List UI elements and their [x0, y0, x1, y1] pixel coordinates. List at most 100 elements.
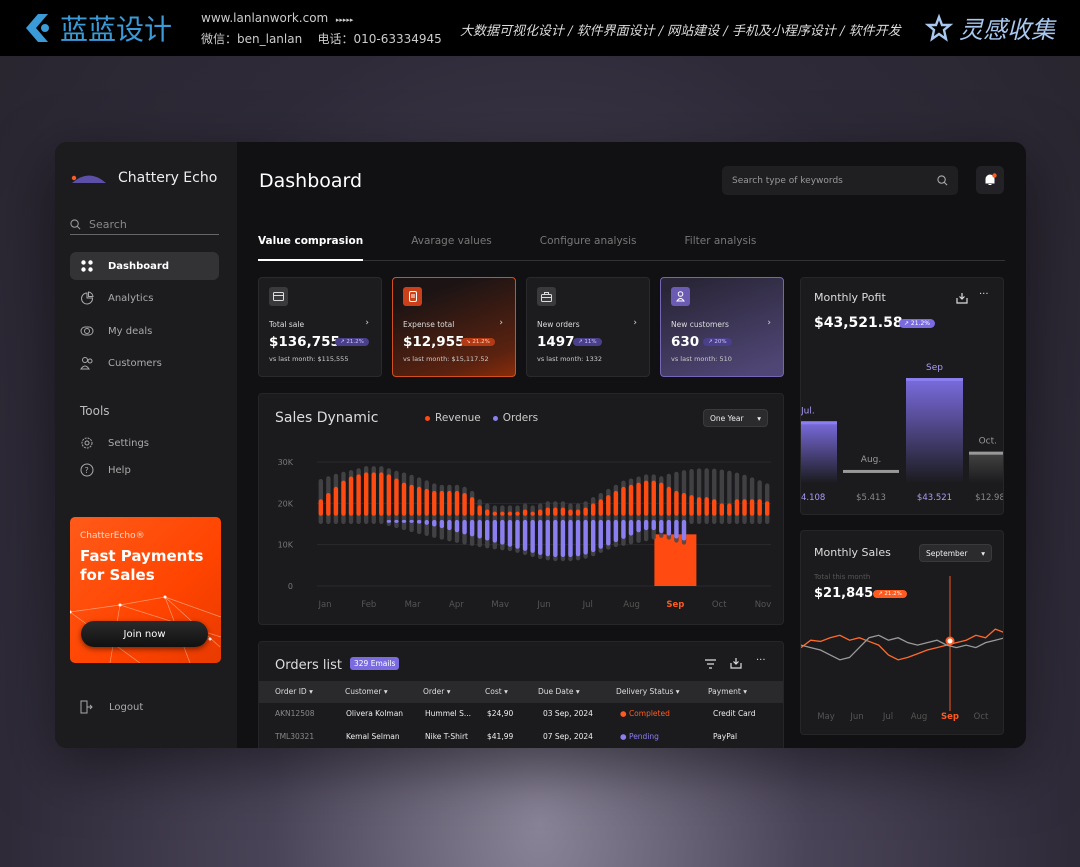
tab-filter-analysis[interactable]: Filter analysis — [684, 235, 757, 247]
promo-title: Fast Payments for Sales — [80, 547, 204, 584]
column-delivery-status[interactable]: Delivery Status ▾ — [616, 687, 680, 696]
tab-configure-analysis[interactable]: Configure analysis — [539, 235, 637, 247]
revenue-bar — [409, 484, 414, 516]
orders-bar — [674, 519, 679, 539]
y-tick-label: 0 — [288, 582, 293, 591]
cell-order: Nike T-Shirt — [425, 732, 468, 741]
banner-phone: 电话：010-63334945 — [317, 32, 442, 46]
search-input[interactable]: Search type of keywords — [722, 166, 958, 195]
table-row[interactable]: AKN12508 Olivera Kolman Hummel S... $24,… — [259, 709, 783, 731]
profit-value-label: 4.108 — [801, 493, 825, 503]
banner-website[interactable]: www.lanlanwork.com — [201, 11, 329, 25]
orders-bar — [568, 519, 573, 558]
profit-value-label: $12.98 — [975, 493, 1004, 503]
x-tick-label: Mar — [405, 600, 422, 610]
card-expense-total[interactable]: Expense total › $12,955 ↘ 21.2% vs last m… — [392, 277, 516, 377]
search-icon — [70, 218, 81, 229]
sidebar-item-dashboard[interactable]: Dashboard — [70, 252, 219, 280]
legend-orders: Orders — [492, 412, 539, 424]
sidebar-item-settings[interactable]: Settings — [70, 429, 219, 457]
caret-down-icon: ▾ — [757, 413, 761, 423]
profit-month-label: Aug. — [861, 455, 881, 465]
sidebar-item-my-deals[interactable]: My deals — [70, 317, 219, 345]
revenue-bar — [326, 493, 331, 516]
x-tick-label: Oct — [712, 600, 727, 610]
column-cost[interactable]: Cost ▾ — [485, 687, 508, 696]
column-order-id[interactable]: Order ID ▾ — [275, 687, 313, 696]
search-icon — [937, 175, 948, 186]
background-bar — [727, 470, 732, 524]
logout-button[interactable]: Logout — [80, 700, 143, 714]
cell-cost: $24,90 — [487, 709, 514, 718]
legend-label: Revenue — [435, 412, 481, 424]
revenue-bar — [530, 511, 535, 516]
user-icon — [671, 287, 690, 306]
help-icon: ? — [80, 463, 94, 477]
x-tick-label: Aug — [911, 712, 928, 722]
users-icon — [80, 357, 93, 370]
sidebar-search-input[interactable]: Search — [70, 214, 219, 235]
card-comparison: vs last month: $115,555 — [269, 355, 349, 363]
orders-bar — [492, 519, 498, 543]
revenue-bar — [333, 486, 339, 516]
table-row[interactable]: TML30321 Kemal Selman Nike T-Shirt $41,9… — [259, 732, 783, 748]
legend-label: Orders — [502, 412, 539, 424]
tools-heading: Tools — [80, 404, 110, 418]
filter-icon[interactable] — [705, 659, 716, 669]
revenue-bar — [757, 499, 762, 516]
download-icon[interactable] — [730, 657, 742, 669]
profit-value-label: $43.521 — [917, 493, 952, 503]
revenue-bar — [500, 511, 505, 516]
card-total-sale[interactable]: Total sale › $136,755 ↗ 21.2% vs last mon… — [258, 277, 382, 377]
month-dropdown[interactable]: September ▾ — [919, 544, 992, 562]
profit-month-label: Sep — [926, 363, 943, 373]
revenue-bar — [507, 511, 513, 516]
more-options-icon[interactable]: ··· — [756, 655, 766, 666]
revenue-bar — [386, 474, 392, 516]
sidebar-item-analytics[interactable]: Analytics — [70, 284, 219, 312]
orders-bar — [485, 519, 490, 541]
orders-bar — [386, 519, 392, 523]
sidebar-item-customers[interactable]: Customers — [70, 349, 219, 377]
card-label: Total sale — [269, 320, 305, 329]
x-tick-label: Sep — [666, 600, 684, 610]
revenue-bar — [689, 495, 694, 516]
promo-card: ChatterEcho® Fast Payments for Sales Joi… — [70, 517, 221, 663]
month-selected: September — [926, 548, 968, 558]
app-brand[interactable]: Chattery Echo — [70, 170, 217, 186]
more-options-icon[interactable]: ··· — [979, 289, 989, 300]
x-tick-label: Jul — [882, 712, 893, 722]
tab-value-comparison[interactable]: Value comprasion — [258, 232, 364, 261]
join-now-button[interactable]: Join now — [81, 621, 208, 647]
card-new-customers[interactable]: New customers › 630 ↗ 20% vs last month: … — [660, 277, 784, 377]
notifications-button[interactable] — [976, 166, 1004, 194]
sidebar-item-help[interactable]: ? Help — [70, 456, 219, 484]
revenue-bar — [651, 480, 656, 516]
card-value: $136,755 — [269, 334, 340, 350]
revenue-bar — [416, 486, 422, 516]
column-payment[interactable]: Payment ▾ — [708, 687, 747, 696]
column-customer[interactable]: Customer ▾ — [345, 687, 388, 696]
network-pattern-icon — [70, 595, 221, 663]
revenue-bar — [696, 497, 702, 516]
revenue-bar — [712, 499, 717, 516]
revenue-bar — [674, 490, 679, 516]
revenue-bar — [765, 501, 770, 516]
orders-bar — [628, 519, 634, 536]
download-icon[interactable] — [956, 292, 968, 304]
card-label: New orders — [537, 320, 580, 329]
app-name: Chattery Echo — [118, 170, 218, 186]
tab-average-values[interactable]: Avarage values — [411, 235, 492, 247]
trend-badge: ↗ 21.2% — [873, 590, 907, 598]
logout-icon — [80, 700, 93, 714]
y-tick-label: 30K — [278, 458, 294, 467]
cell-customer: Kemal Selman — [346, 732, 400, 741]
column-order[interactable]: Order ▾ — [423, 687, 451, 696]
revenue-bar — [447, 490, 452, 516]
revenue-bar — [371, 472, 376, 516]
search-placeholder: Search type of keywords — [732, 175, 843, 186]
column-due-date[interactable]: Due Date ▾ — [538, 687, 580, 696]
range-dropdown[interactable]: One Year ▾ — [703, 409, 768, 427]
card-new-orders[interactable]: New orders › 1497 ↗ 11% vs last month: 13… — [526, 277, 650, 377]
card-value: 630 — [671, 334, 700, 350]
